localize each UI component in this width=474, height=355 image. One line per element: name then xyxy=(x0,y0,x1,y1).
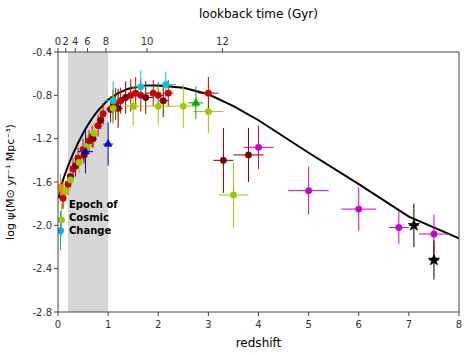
point xyxy=(396,224,402,230)
x-axis-label: redshift xyxy=(236,336,282,350)
x-tick xyxy=(158,312,159,316)
x2-tick xyxy=(65,48,66,52)
point xyxy=(155,103,161,109)
y-tick-label: -2.0 xyxy=(32,220,52,231)
annotation-line: Cosmic xyxy=(69,212,109,223)
x2-tick xyxy=(222,48,223,52)
x2-tick xyxy=(147,48,148,52)
axes: 012345678-2.8-2.4-2.0-1.6-1.2-0.8-0.4024… xyxy=(32,36,462,330)
y-tick xyxy=(54,225,58,226)
y-tick xyxy=(54,95,58,96)
plot-frame xyxy=(58,52,459,312)
x-tick-label: 3 xyxy=(205,319,211,330)
background xyxy=(0,0,474,355)
point xyxy=(428,254,439,265)
x-tick-label: 6 xyxy=(356,319,362,330)
x-tick xyxy=(108,312,109,316)
point xyxy=(160,98,166,104)
x-tick-label: 2 xyxy=(155,319,161,330)
x-tick-label: 0 xyxy=(55,319,61,330)
y-tick xyxy=(54,138,58,139)
x2-tick-label: 12 xyxy=(216,36,229,47)
annotation: Epoch of Cosmic Change xyxy=(69,199,118,236)
point xyxy=(163,81,169,87)
point xyxy=(67,177,73,183)
x-tick-label: 1 xyxy=(105,319,111,330)
point xyxy=(62,187,68,193)
x-tick xyxy=(308,312,309,316)
x2-tick-label: 0 xyxy=(55,36,61,47)
point xyxy=(431,231,437,237)
x-tick-label: 8 xyxy=(456,319,462,330)
x2-axis-label: lookback time (Gyr) xyxy=(199,7,318,21)
point xyxy=(104,140,112,147)
x2-tick xyxy=(58,48,59,52)
point xyxy=(58,217,64,223)
point xyxy=(110,105,116,111)
y-tick xyxy=(54,182,58,183)
point xyxy=(130,103,136,109)
x2-tick xyxy=(87,48,88,52)
annotation-line: Change xyxy=(69,225,111,236)
x-tick xyxy=(358,312,359,316)
point xyxy=(356,206,362,212)
y-tick-label: -2.4 xyxy=(32,263,52,274)
x2-tick-label: 10 xyxy=(141,36,154,47)
x-tick-label: 5 xyxy=(305,319,311,330)
plot-area xyxy=(58,52,459,312)
point xyxy=(143,94,149,100)
x-tick-label: 7 xyxy=(406,319,412,330)
y-axis-label: log ψ(M⊙ yr⁻¹ Mpc⁻³) xyxy=(4,124,17,240)
point xyxy=(58,228,64,234)
point xyxy=(82,147,90,154)
y-tick xyxy=(54,52,58,53)
annotation-line: Epoch of xyxy=(69,199,118,210)
y-tick-label: -0.4 xyxy=(32,47,52,58)
x2-tick-label: 6 xyxy=(84,36,90,47)
point xyxy=(205,108,211,114)
x2-tick xyxy=(106,48,107,52)
x-tick xyxy=(58,312,59,316)
point xyxy=(91,130,97,136)
point xyxy=(205,90,211,96)
x-tick xyxy=(408,312,409,316)
point xyxy=(60,195,66,201)
point xyxy=(76,159,82,165)
shaded-span xyxy=(68,52,108,312)
point xyxy=(180,103,186,109)
x-tick xyxy=(208,312,209,316)
x2-tick-label: 2 xyxy=(63,36,69,47)
x-tick-label: 4 xyxy=(255,319,261,330)
y-tick-label: -1.2 xyxy=(32,133,52,144)
point xyxy=(408,219,419,230)
y-tick-label: -0.8 xyxy=(32,90,52,101)
point xyxy=(255,144,261,150)
x2-tick-label: 8 xyxy=(103,36,109,47)
x-tick xyxy=(258,312,259,316)
point xyxy=(165,90,171,96)
point xyxy=(192,98,200,105)
point xyxy=(100,111,106,117)
x2-tick xyxy=(75,48,76,52)
point xyxy=(138,83,144,89)
point xyxy=(230,192,236,198)
y-tick-label: -1.6 xyxy=(32,177,52,188)
point xyxy=(110,98,116,104)
point xyxy=(305,187,311,193)
chart: Epoch ofCosmicChange012345678-2.8-2.4-2.… xyxy=(0,0,474,355)
points xyxy=(58,81,440,265)
point xyxy=(97,117,103,123)
point xyxy=(220,157,226,163)
y-tick xyxy=(54,312,58,313)
x-tick xyxy=(459,312,460,316)
point xyxy=(155,92,161,98)
error-bars xyxy=(58,70,449,279)
y-tick-label: -2.8 xyxy=(32,307,52,318)
x2-tick-label: 4 xyxy=(72,36,78,47)
point xyxy=(245,152,251,158)
y-tick xyxy=(54,268,58,269)
